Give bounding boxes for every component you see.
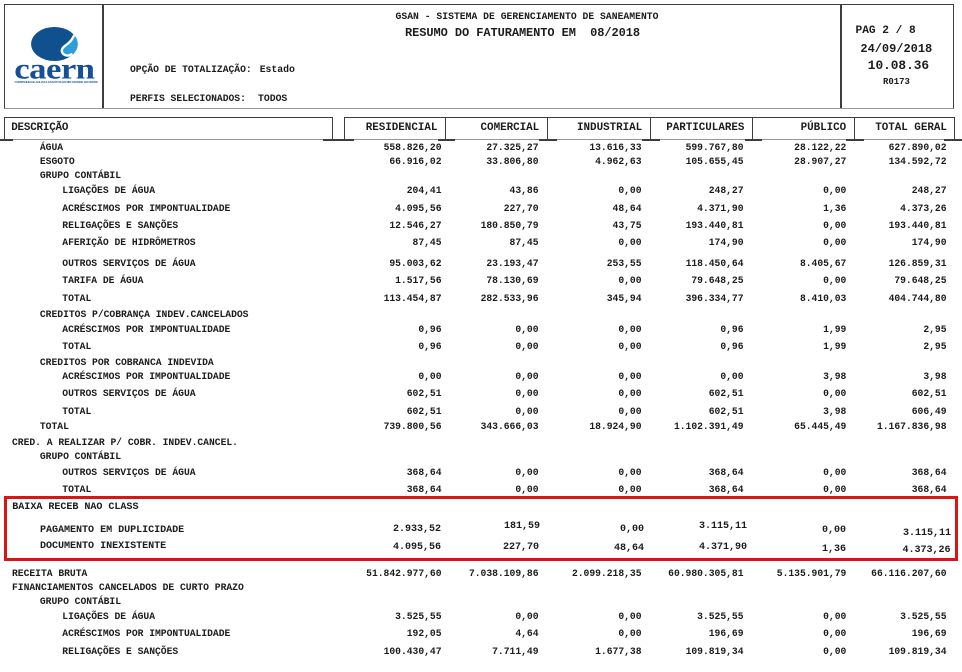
svg-text:COMPANHIA DE AGUAS E ESGOTOS D: COMPANHIA DE AGUAS E ESGOTOS DO RIO GRAN… bbox=[15, 80, 99, 84]
svg-text:caern: caern bbox=[14, 53, 95, 86]
